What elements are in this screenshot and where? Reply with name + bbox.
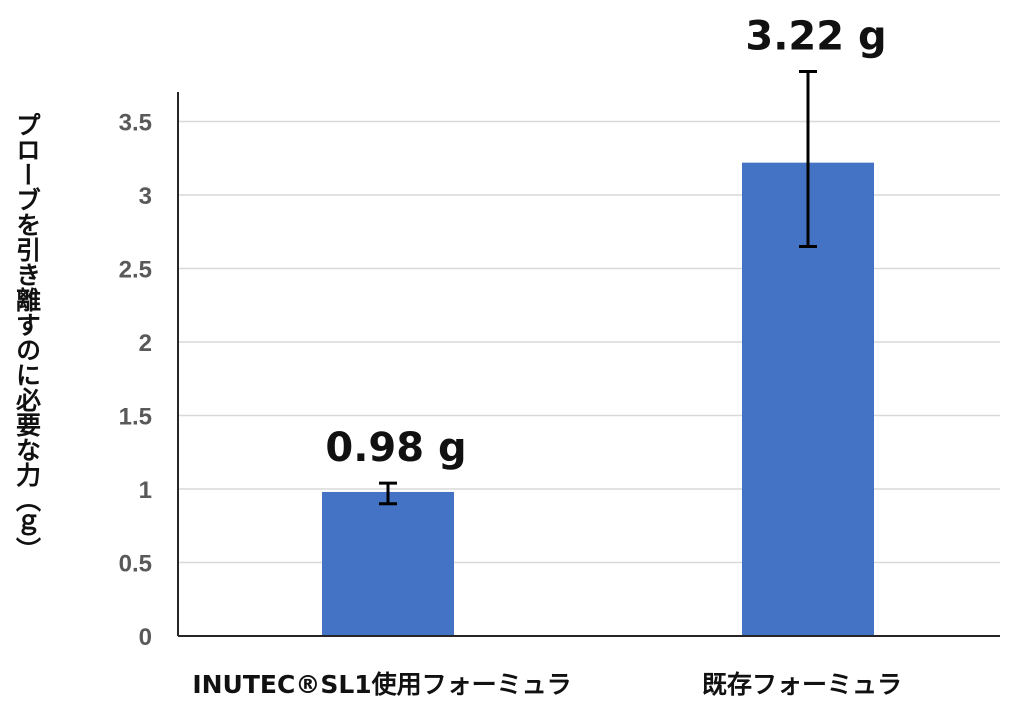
y-axis-title: プローブを引き離すのに必要な力（ｇ） [13,112,42,562]
data-label: 0.98 g [325,425,466,471]
data-label: 3.22 g [745,14,886,60]
y-tick-label: 3.5 [119,110,152,137]
y-tick-label: 2.5 [119,257,152,284]
y-tick-label: 1.5 [119,404,152,431]
axes [177,92,1000,637]
y-tick-label: 0.5 [119,551,152,578]
y-tick-label: 0 [139,624,152,651]
y-tick-label: 2 [139,330,152,357]
y-axis-label: プローブを引き離すのに必要な力（ｇ） [13,112,42,562]
error-bars [379,70,817,506]
bars [322,162,874,636]
error-bar [799,70,817,248]
category-labels: INUTEC®SL1使用フォーミュラ 既存フォーミュラ [192,670,902,699]
y-tick-labels: 0 0.5 1 1.5 2 2.5 3 3.5 [119,110,152,652]
error-bar [379,481,397,506]
y-tick-label: 1 [139,477,152,504]
y-tick-label: 3 [139,183,152,210]
data-labels: 0.98 g 3.22 g [325,14,886,472]
category-label: 既存フォーミュラ [702,670,902,699]
gridlines [178,120,1000,564]
bar [322,491,454,636]
category-label: INUTEC®SL1使用フォーミュラ [192,670,571,699]
